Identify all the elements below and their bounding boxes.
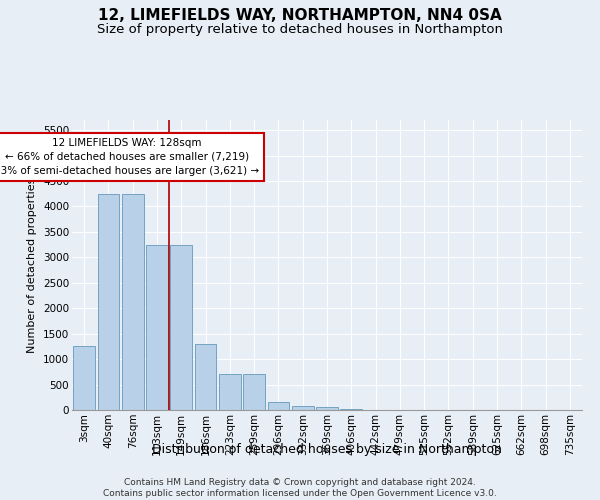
Text: 12 LIMEFIELDS WAY: 128sqm
← 66% of detached houses are smaller (7,219)
33% of se: 12 LIMEFIELDS WAY: 128sqm ← 66% of detac… (0, 138, 259, 176)
Bar (97, 194, 119, 410)
Bar (316, 408, 338, 410)
Bar (268, 402, 289, 410)
Bar (194, 344, 217, 410)
Bar (170, 244, 192, 410)
Text: 12, LIMEFIELDS WAY, NORTHAMPTON, NN4 0SA: 12, LIMEFIELDS WAY, NORTHAMPTON, NN4 0SA (98, 8, 502, 22)
Bar (146, 244, 168, 410)
Y-axis label: Number of detached properties: Number of detached properties (28, 178, 37, 352)
Bar (122, 194, 143, 410)
Bar (340, 408, 362, 410)
Bar (292, 406, 314, 410)
Text: Contains HM Land Registry data © Crown copyright and database right 2024.
Contai: Contains HM Land Registry data © Crown c… (103, 478, 497, 498)
Text: Distribution of detached houses by size in Northampton: Distribution of detached houses by size … (152, 442, 502, 456)
Bar (73, 346, 95, 410)
Bar (219, 374, 241, 410)
Text: Size of property relative to detached houses in Northampton: Size of property relative to detached ho… (97, 22, 503, 36)
Bar (243, 374, 265, 410)
